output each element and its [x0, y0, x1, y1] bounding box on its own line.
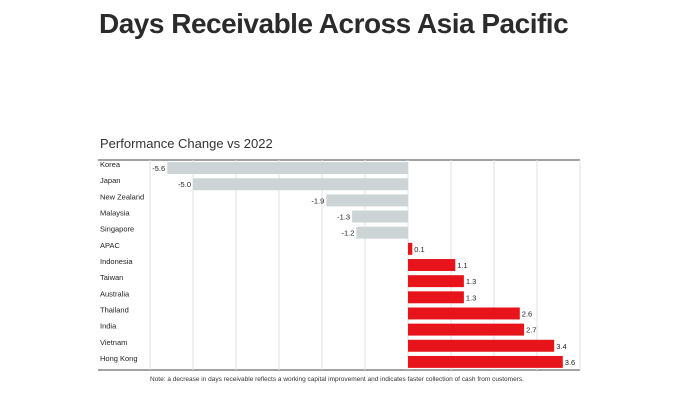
category-label: Australia	[100, 289, 130, 298]
value-label: 3.4	[556, 342, 566, 351]
bar-japan	[193, 178, 408, 191]
bars	[167, 162, 563, 368]
category-label: New Zealand	[100, 192, 144, 201]
bar-singapore	[356, 226, 408, 239]
bar-apac	[408, 242, 413, 255]
value-label: 2.7	[526, 326, 536, 335]
value-label: 1.3	[466, 293, 476, 302]
bar-korea	[167, 162, 408, 175]
bar-india	[408, 323, 525, 336]
value-label: -5.0	[178, 180, 191, 189]
value-label: -1.9	[311, 196, 324, 205]
labels: Korea -5.6 Japan -5.0 New Zealand -1.9 Malaysi…	[100, 160, 575, 367]
chart-title: Days Receivable Across Asia Pacific	[99, 8, 569, 39]
category-label: Korea	[100, 160, 121, 169]
bar-hong-kong	[408, 355, 563, 368]
category-label: India	[100, 322, 117, 331]
category-label: Indonesia	[100, 257, 133, 266]
value-label: 1.3	[466, 277, 476, 286]
category-label: APAC	[100, 241, 120, 250]
bar-taiwan	[408, 275, 464, 288]
value-label: -1.2	[341, 229, 354, 238]
category-label: Vietnam	[100, 338, 127, 347]
value-label: 2.6	[522, 309, 532, 318]
bar-vietnam	[408, 339, 555, 352]
value-label: -5.6	[152, 164, 165, 173]
bar-new-zealand	[326, 194, 408, 207]
value-label: 0.1	[414, 245, 424, 254]
bar-thailand	[408, 307, 520, 320]
value-label: 3.6	[565, 358, 575, 367]
gridlines	[98, 159, 581, 371]
bar-australia	[408, 291, 464, 304]
category-label: Thailand	[100, 305, 129, 314]
category-label: Malaysia	[100, 209, 130, 218]
bar-indonesia	[408, 259, 456, 271]
category-label: Japan	[100, 176, 120, 185]
value-label: -1.3	[337, 213, 350, 222]
category-label: Hong Kong	[100, 354, 138, 363]
bar-malaysia	[352, 210, 408, 223]
category-label: Taiwan	[100, 273, 123, 282]
value-label: 1.1	[457, 261, 467, 270]
footnote: Note: a decrease in days receivable refl…	[150, 376, 524, 383]
category-label: Singapore	[100, 225, 134, 234]
chart-subtitle: Performance Change vs 2022	[100, 136, 273, 151]
